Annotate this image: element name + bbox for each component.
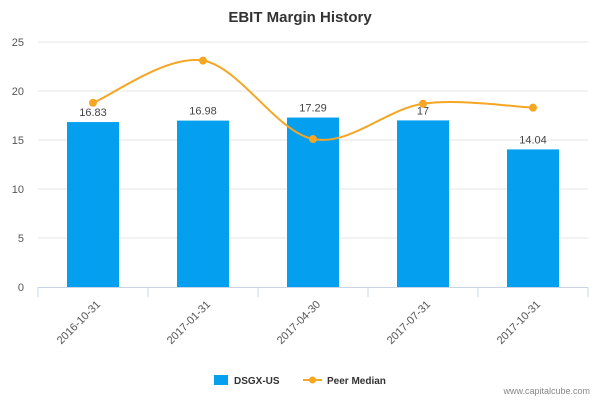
bar	[507, 149, 559, 287]
bar	[287, 117, 339, 287]
y-tick-label: 25	[12, 37, 24, 49]
bar-value-label: 14.04	[519, 134, 547, 146]
y-tick-label: 20	[12, 86, 24, 98]
peer-median-point	[89, 98, 97, 107]
peer-median-point	[419, 99, 427, 108]
bar-value-label: 17	[417, 105, 429, 117]
legend-swatch-dsgx	[214, 375, 228, 385]
x-axis	[37, 287, 589, 297]
x-axis-ticks: 2016-10-31 2017-01-31 2017-04-30 2017-07-31…	[55, 299, 543, 347]
y-axis-ticks: 0 5 10 15 20 25	[12, 37, 24, 294]
y-tick-label: 15	[12, 135, 24, 147]
peer-median-point	[199, 56, 207, 65]
peer-median-line	[89, 56, 537, 144]
x-tick-label: 2017-01-31	[165, 299, 213, 347]
peer-median-point	[529, 103, 537, 112]
bar-value-label: 17.29	[299, 103, 327, 115]
x-tick-label: 2017-10-31	[495, 299, 543, 347]
x-tick-label: 2016-10-31	[55, 299, 103, 347]
legend-label-peer-median: Peer Median	[327, 376, 386, 387]
data-labels: 16.83 16.98 17.29 17 14.04	[79, 103, 547, 147]
bars	[67, 117, 559, 288]
legend: DSGX-US Peer Median	[214, 375, 386, 387]
peer-median-point	[309, 135, 317, 144]
bar	[67, 122, 119, 287]
chart-title: EBIT Margin History	[228, 9, 372, 26]
legend-swatch-peer-marker	[309, 376, 316, 384]
x-tick-label: 2017-07-31	[385, 299, 433, 347]
y-tick-label: 0	[18, 282, 24, 294]
bar-value-label: 16.98	[189, 106, 217, 118]
x-tick-label: 2017-04-30	[275, 299, 323, 347]
bar-value-label: 16.83	[79, 107, 107, 119]
y-tick-label: 10	[12, 184, 24, 196]
credit-text: www.capitalcube.com	[502, 386, 590, 396]
legend-label-dsgx: DSGX-US	[234, 376, 280, 387]
bar	[397, 120, 449, 288]
y-tick-label: 5	[18, 233, 24, 245]
bar	[177, 120, 229, 287]
